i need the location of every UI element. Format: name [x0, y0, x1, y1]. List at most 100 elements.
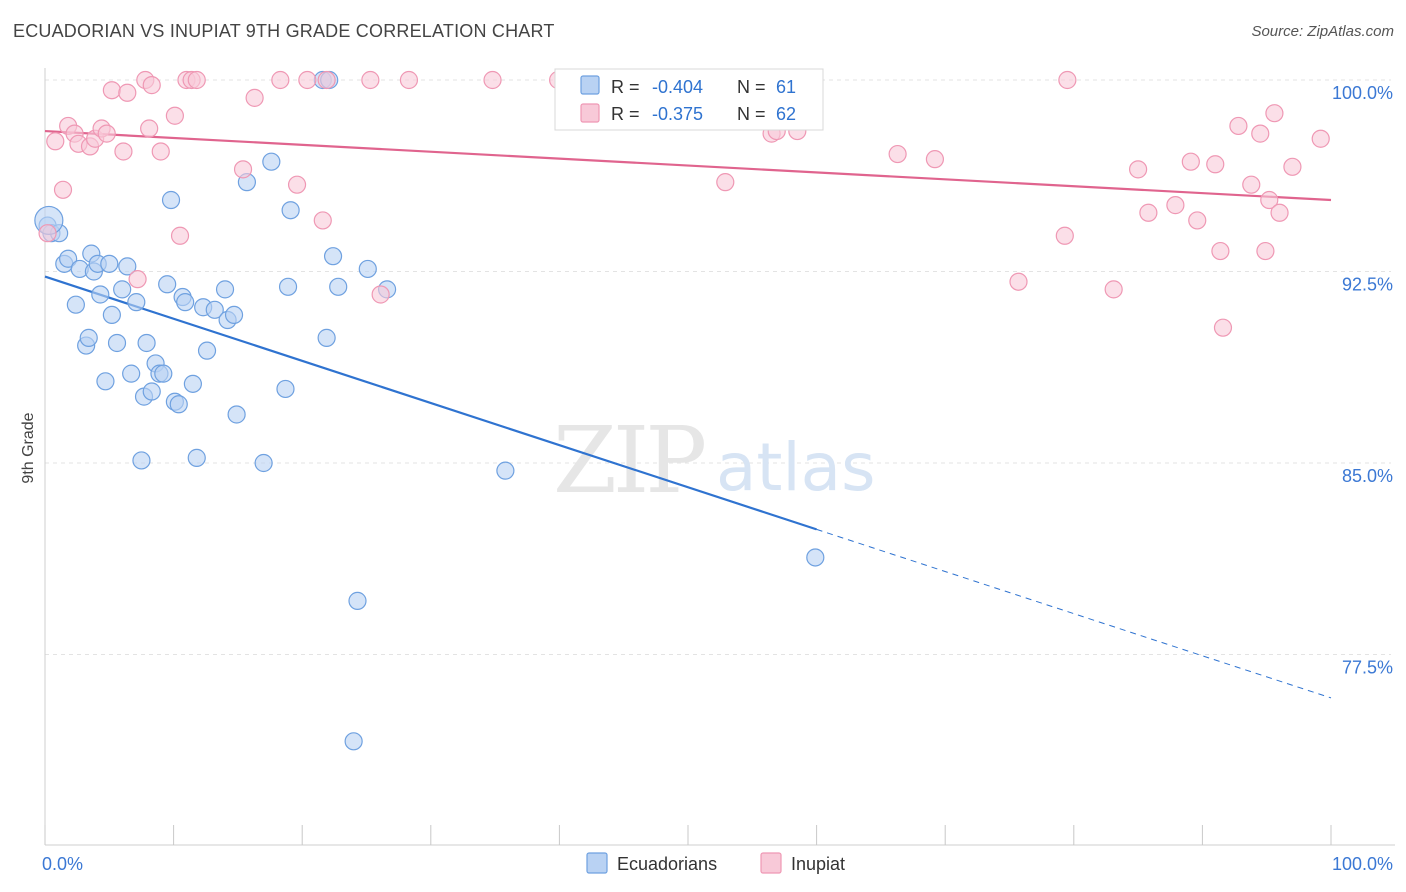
- point-inupiat-50: [1206, 155, 1225, 174]
- bottom-legend: Ecuadorians Inupiat: [586, 852, 845, 874]
- point-ecuadorians-44: [254, 453, 273, 473]
- point-inupiat-17: [151, 142, 170, 161]
- point-ecuadorians-19: [122, 364, 141, 383]
- point-inupiat-42: [1058, 70, 1077, 90]
- watermark-zip: ZIP: [553, 407, 704, 514]
- top-legend: R = -0.404 N = 61 R = -0.375 N = 62: [554, 68, 824, 131]
- point-ecuadorians-41: [227, 405, 246, 424]
- point-ecuadorians-53: [348, 591, 367, 610]
- point-inupiat-55: [1251, 124, 1270, 143]
- point-ecuadorians-37: [197, 341, 217, 360]
- point-inupiat-57: [1260, 190, 1279, 210]
- point-ecuadorians-35: [187, 448, 206, 467]
- trend-line-1: [44, 129, 1332, 202]
- point-ecuadorians-45: [262, 152, 281, 171]
- point-ecuadorians-4: [59, 249, 78, 268]
- axes: [44, 68, 1395, 846]
- y-tick-label-3: 77.5%: [1342, 658, 1393, 678]
- point-ecuadorians-34: [183, 374, 202, 393]
- point-inupiat-30: [361, 70, 380, 90]
- point-inupiat-31: [371, 285, 390, 304]
- point-inupiat-10: [102, 81, 121, 100]
- point-ecuadorians-28: [158, 275, 177, 294]
- point-inupiat-61: [1311, 129, 1330, 148]
- y-tick-label-1: 92.5%: [1342, 275, 1393, 295]
- point-inupiat-28: [313, 211, 332, 230]
- point-inupiat-40: [925, 150, 945, 169]
- legend-r-label-2: R =: [611, 104, 640, 124]
- point-inupiat-43: [1055, 226, 1074, 245]
- point-ecuadorians-31: [169, 395, 188, 414]
- watermark-atlas: atlas: [716, 429, 876, 506]
- point-ecuadorians-23: [137, 333, 156, 353]
- point-inupiat-12: [118, 83, 137, 102]
- point-inupiat-45: [1128, 160, 1148, 179]
- point-inupiat-13: [128, 270, 147, 289]
- data-points: [34, 70, 1330, 751]
- point-inupiat-2: [53, 180, 73, 199]
- y-axis-label: 9th Grade: [20, 412, 37, 483]
- point-inupiat-51: [1211, 241, 1230, 261]
- point-inupiat-41: [1009, 272, 1028, 291]
- point-ecuadorians-54: [358, 259, 377, 279]
- point-inupiat-53: [1229, 116, 1248, 136]
- point-ecuadorians-42: [224, 305, 244, 325]
- point-inupiat-15: [140, 119, 159, 138]
- trend-line-0: [44, 275, 817, 531]
- point-ecuadorians-21: [132, 451, 151, 470]
- point-inupiat-0: [38, 224, 57, 243]
- chart-title: ECUADORIAN VS INUPIAT 9TH GRADE CORRELAT…: [13, 21, 555, 41]
- point-ecuadorians-5: [66, 295, 85, 314]
- point-inupiat-1: [46, 132, 65, 151]
- point-ecuadorians-8: [79, 328, 98, 347]
- point-inupiat-27: [298, 70, 317, 90]
- legend-swatch-ecuadorians: [580, 75, 600, 95]
- point-inupiat-33: [483, 70, 502, 90]
- legend-n-value-inupiat: 62: [776, 104, 796, 124]
- point-ecuadorians-46: [276, 379, 295, 399]
- point-ecuadorians-49: [317, 328, 336, 347]
- point-ecuadorians-33: [176, 293, 195, 312]
- legend-r-value-inupiat: -0.375: [652, 104, 703, 124]
- point-ecuadorians-12: [91, 285, 110, 304]
- x-tick-labels: 0.0% 100.0%: [42, 854, 1393, 874]
- point-ecuadorians-60: [278, 277, 298, 296]
- point-inupiat-52: [1213, 318, 1233, 337]
- point-inupiat-58: [1265, 104, 1284, 123]
- legend-r-label-1: R =: [611, 77, 640, 97]
- point-ecuadorians-15: [102, 305, 121, 325]
- point-ecuadorians-47: [281, 201, 300, 220]
- point-ecuadorians-56: [496, 461, 515, 480]
- point-ecuadorians-18: [118, 257, 137, 276]
- point-inupiat-26: [287, 175, 307, 194]
- y-tick-label-0: 100.0%: [1332, 83, 1393, 103]
- point-ecuadorians-39: [215, 280, 235, 299]
- point-inupiat-39: [888, 144, 907, 164]
- point-ecuadorians-57: [806, 548, 825, 567]
- point-inupiat-46: [1139, 203, 1158, 222]
- point-inupiat-19: [170, 226, 190, 245]
- watermark: ZIP atlas: [553, 407, 876, 514]
- legend-n-label-1: N =: [737, 77, 766, 97]
- point-ecuadorians-13: [96, 372, 115, 391]
- point-ecuadorians-16: [107, 333, 127, 353]
- x-tick-label-1: 100.0%: [1332, 854, 1393, 874]
- point-ecuadorians-29: [161, 190, 181, 210]
- point-inupiat-29: [317, 70, 336, 90]
- point-ecuadorians-20: [127, 293, 146, 312]
- y-tick-label-2: 85.0%: [1342, 466, 1393, 486]
- legend-swatch-inupiat: [580, 103, 600, 123]
- point-inupiat-47: [1166, 196, 1185, 215]
- trend-lines: [44, 129, 1332, 699]
- point-ecuadorians-38: [205, 300, 224, 319]
- bottom-legend-swatch-inupiat: [760, 852, 782, 874]
- point-ecuadorians-14: [100, 254, 119, 273]
- legend-box: [554, 68, 824, 131]
- point-ecuadorians-17: [113, 280, 132, 299]
- point-inupiat-22: [187, 70, 206, 90]
- point-inupiat-44: [1104, 280, 1123, 299]
- point-inupiat-49: [1188, 211, 1207, 230]
- y-tick-labels: 100.0% 92.5% 85.0% 77.5%: [1332, 83, 1393, 678]
- point-ecuadorians-50: [329, 277, 348, 296]
